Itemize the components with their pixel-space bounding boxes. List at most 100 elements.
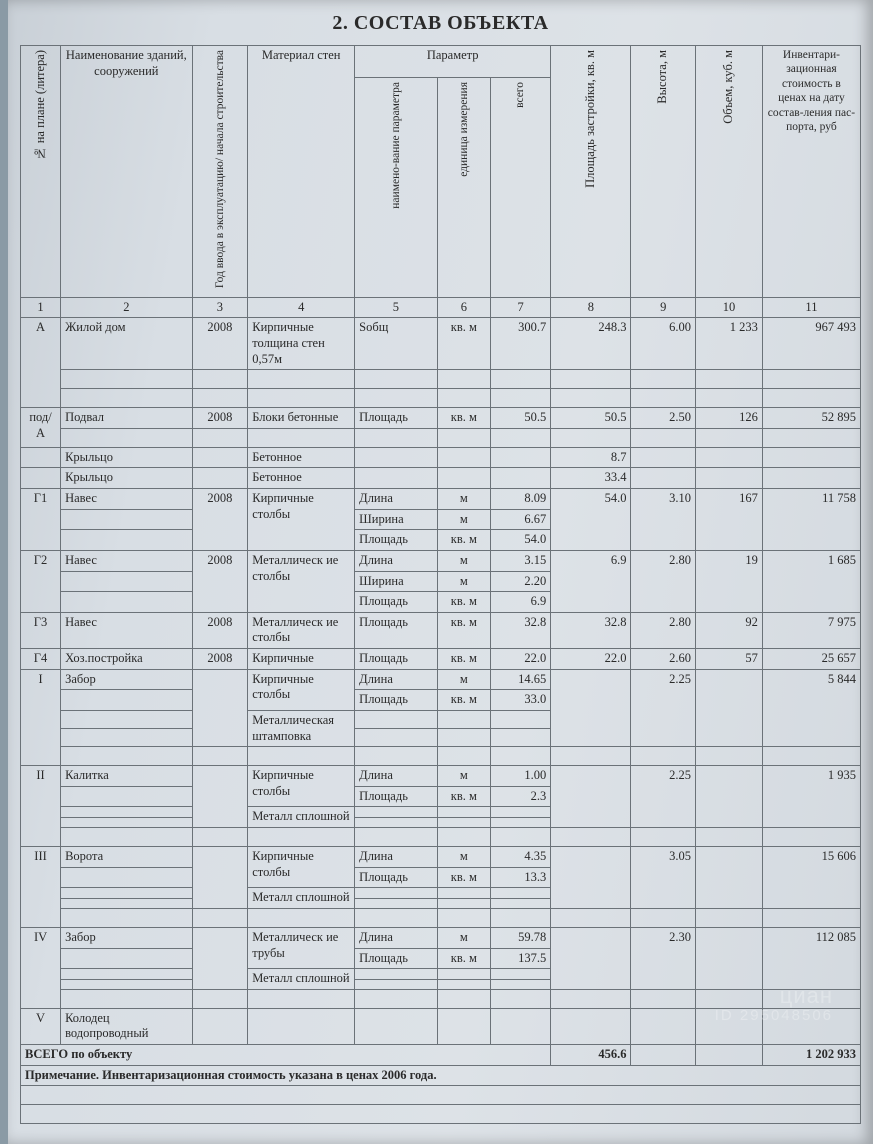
col-height: Высота, м: [655, 48, 671, 106]
cell-material2: Металл сплошной: [248, 888, 355, 909]
cell-param-val: 6.67: [491, 509, 551, 530]
cell-cost: 1 935: [762, 766, 860, 828]
cell-param-val: 300.7: [491, 318, 551, 370]
blank-row: [21, 747, 861, 766]
blank-row: [21, 370, 861, 389]
cell-name: Крыльцо: [61, 447, 192, 468]
blank-row: [21, 428, 861, 447]
cell-year: 2008: [192, 612, 248, 648]
cell-param-unit: м: [437, 669, 490, 690]
cell-param-val: 3.15: [491, 550, 551, 571]
cell-param-unit: м: [437, 847, 490, 868]
cell-lit: Г4: [21, 649, 61, 670]
cell-param-name: [355, 807, 437, 817]
cell-param-val: 54.0: [491, 530, 551, 551]
cell-param-unit: кв. м: [437, 786, 490, 807]
cell-param-name: [355, 888, 437, 898]
table-row: КрыльцоБетонное33.4: [21, 468, 861, 489]
cell-param-name: [355, 447, 437, 468]
col-num: 1: [21, 297, 61, 318]
cell-volume: 19: [696, 550, 763, 612]
cell-param-name: Площадь: [355, 649, 437, 670]
cell-param-name: Sобщ: [355, 318, 437, 370]
cell-param-val: [491, 710, 551, 728]
cell-material: [248, 1008, 355, 1044]
cell-name: [61, 592, 192, 613]
table-row: под/АПодвал2008Блоки бетонныеПлощадькв. …: [21, 408, 861, 429]
col-cost: Инвентари-зационная стоимость в ценах на…: [762, 46, 860, 298]
cell-param-val: 14.65: [491, 669, 551, 690]
col-num: 6: [437, 297, 490, 318]
cell-param-unit: м: [437, 489, 490, 510]
cell-name: Хоз.постройка: [61, 649, 192, 670]
cell-lit: V: [21, 1008, 61, 1044]
cell-lit: I: [21, 669, 61, 766]
cell-height: 2.80: [631, 612, 696, 648]
cell-name: Забор: [61, 927, 192, 948]
page-title: 2. СОСТАВ ОБЪЕКТА: [20, 12, 861, 35]
cell-lit: под/А: [21, 408, 61, 448]
cell-area: 33.4: [551, 468, 631, 489]
cell-area: 6.9: [551, 550, 631, 612]
blank-row: [21, 1086, 861, 1105]
cell-param-val: 59.78: [491, 927, 551, 948]
blank-row: [21, 908, 861, 927]
cell-volume: 57: [696, 649, 763, 670]
table-body: АЖилой дом2008Кирпичные толщина стен 0,5…: [21, 318, 861, 1045]
col-num: 8: [551, 297, 631, 318]
cell-volume: [696, 927, 763, 989]
col-param-group: Параметр: [355, 46, 551, 78]
cell-cost: 15 606: [762, 847, 860, 909]
cell-cost: [762, 468, 860, 489]
cell-volume: 126: [696, 408, 763, 429]
cell-lit: [21, 468, 61, 489]
cell-param-val: [491, 969, 551, 979]
cell-volume: [696, 669, 763, 747]
cell-name: Ворота: [61, 847, 192, 868]
cell-param-name: Длина: [355, 927, 437, 948]
col-year: Год ввода в эксплуатацию/ начала строите…: [213, 48, 227, 290]
table-row: АЖилой дом2008Кирпичные толщина стен 0,5…: [21, 318, 861, 370]
cell-name: [61, 888, 192, 898]
cell-param-val: [491, 807, 551, 817]
column-number-row: 1234567891011: [21, 297, 861, 318]
cell-year: [192, 669, 248, 747]
document-sheet: 2. СОСТАВ ОБЪЕКТА № на плане (литера) На…: [8, 0, 873, 1144]
cell-height: 2.60: [631, 649, 696, 670]
cell-param-val: 13.3: [491, 867, 551, 888]
cell-area: [551, 669, 631, 747]
cell-param-unit: кв. м: [437, 612, 490, 648]
cell-param-name: Ширина: [355, 509, 437, 530]
cell-area: 50.5: [551, 408, 631, 429]
col-num: 2: [61, 297, 192, 318]
table-row: VКолодец водопроводный: [21, 1008, 861, 1044]
col-name: Наименование зданий, сооружений: [61, 46, 192, 298]
cell-param-val: 8.09: [491, 489, 551, 510]
total-label: ВСЕГО по объекту: [21, 1045, 551, 1066]
cell-param-val: 33.0: [491, 690, 551, 711]
cell-param-val: 50.5: [491, 408, 551, 429]
col-param-name: наимено-вание параметра: [389, 80, 403, 211]
cell-param-name: Площадь: [355, 948, 437, 969]
total-cost: 1 202 933: [762, 1045, 860, 1066]
col-num: 3: [192, 297, 248, 318]
cell-material: Кирпичные столбы: [248, 766, 355, 807]
cell-param-val: 6.9: [491, 592, 551, 613]
cell-param-val: [491, 468, 551, 489]
cell-name: Подвал: [61, 408, 192, 429]
cell-name: [61, 509, 192, 530]
table-row: КрыльцоБетонное8.7: [21, 447, 861, 468]
cell-param-name: Площадь: [355, 786, 437, 807]
cell-name: Жилой дом: [61, 318, 192, 370]
cell-cost: 112 085: [762, 927, 860, 989]
cell-param-val: 22.0: [491, 649, 551, 670]
cell-param-unit: [437, 888, 490, 898]
composition-table: № на плане (литера) Наименование зданий,…: [20, 45, 861, 1124]
cell-param-name: Площадь: [355, 612, 437, 648]
cell-param-unit: [437, 969, 490, 979]
cell-volume: [696, 447, 763, 468]
cell-name: Крыльцо: [61, 468, 192, 489]
cell-name: [61, 786, 192, 807]
cell-cost: 967 493: [762, 318, 860, 370]
col-num: 9: [631, 297, 696, 318]
